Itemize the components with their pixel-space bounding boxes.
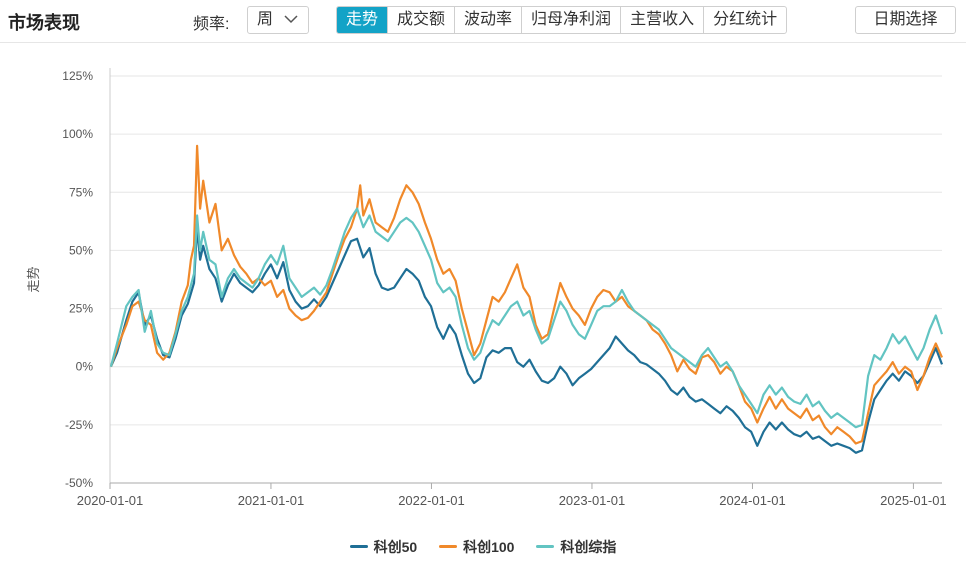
y-tick-label: 100% <box>62 127 93 141</box>
y-tick-label: 0% <box>76 360 94 374</box>
section-title: 市场表现 <box>8 13 80 33</box>
frequency-select[interactable]: 周 <box>247 6 309 34</box>
chart-legend: 科创50 科创100 科创综指 <box>0 535 966 557</box>
tab-net-profit[interactable]: 归母净利润 <box>521 7 620 33</box>
legend-swatch <box>439 545 458 548</box>
y-tick-label: -50% <box>65 476 93 490</box>
x-tick-label: 2024-01-01 <box>719 493 786 508</box>
x-tick-label: 2023-01-01 <box>559 493 626 508</box>
tab-revenue[interactable]: 主营收入 <box>620 7 703 33</box>
tab-dividend[interactable]: 分红统计 <box>703 7 786 33</box>
legend-label: 科创100 <box>463 538 515 555</box>
frequency-label: 频率: <box>193 16 230 33</box>
date-picker-button[interactable]: 日期选择 <box>855 6 956 34</box>
legend-label: 科创综指 <box>560 538 617 555</box>
x-tick-label: 2025-01-01 <box>880 493 947 508</box>
y-tick-label: 25% <box>69 302 93 316</box>
tab-turnover[interactable]: 成交额 <box>387 7 454 33</box>
y-axis-label: 走势 <box>26 266 41 292</box>
legend-item-kc-composite[interactable]: 科创综指 <box>536 537 616 557</box>
tab-volatility[interactable]: 波动率 <box>454 7 521 33</box>
legend-swatch <box>349 545 368 548</box>
tab-trend[interactable]: 走势 <box>337 7 388 33</box>
x-tick-label: 2021-01-01 <box>238 493 305 508</box>
header-bar: 市场表现 频率: 周 走势 成交额 波动率 归母净利润 主营收入 分红统计 日期… <box>0 0 966 43</box>
frequency-value: 周 <box>257 11 274 28</box>
chart-series <box>109 144 944 454</box>
series-line-2 <box>109 207 944 429</box>
x-tick-label: 2020-01-01 <box>77 493 144 508</box>
series-line-1 <box>109 144 944 445</box>
series-line-0 <box>109 226 944 454</box>
legend-label: 科创50 <box>373 538 418 555</box>
legend-swatch <box>536 545 555 548</box>
chart-grid <box>110 75 942 484</box>
chevron-down-icon <box>284 7 298 42</box>
y-tick-label: -25% <box>65 418 93 432</box>
y-tick-label: 125% <box>62 69 93 83</box>
trend-chart: 125% 100% 75% 50% 25% 0% -25% -50% 2020-01-01 202… <box>26 68 947 508</box>
metric-tabs: 走势 成交额 波动率 归母净利润 主营收入 分红统计 <box>336 6 788 34</box>
legend-item-kc50[interactable]: 科创50 <box>349 537 418 557</box>
y-tick-label: 75% <box>69 185 93 199</box>
x-tick-label: 2022-01-01 <box>398 493 465 508</box>
chart-axes: 125% 100% 75% 50% 25% 0% -25% -50% 2020-01-01 202… <box>62 68 947 508</box>
y-tick-label: 50% <box>69 243 93 257</box>
legend-item-kc100[interactable]: 科创100 <box>439 537 514 557</box>
